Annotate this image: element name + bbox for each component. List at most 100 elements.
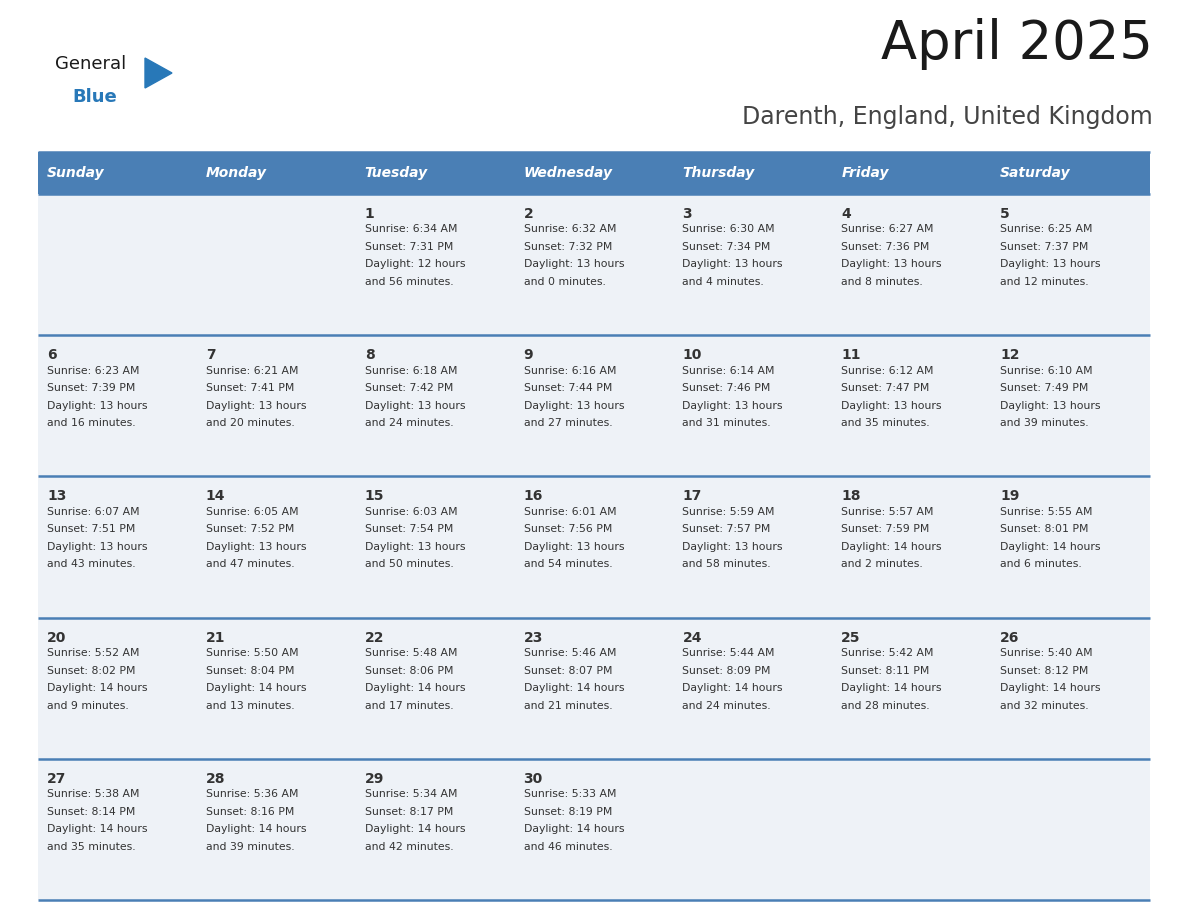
Bar xyxy=(38,476,197,618)
Bar xyxy=(674,194,833,335)
Text: Sunrise: 6:27 AM: Sunrise: 6:27 AM xyxy=(841,225,934,234)
Text: Sunrise: 5:48 AM: Sunrise: 5:48 AM xyxy=(365,648,457,658)
Text: and 8 minutes.: and 8 minutes. xyxy=(841,277,923,287)
Text: Sunrise: 6:16 AM: Sunrise: 6:16 AM xyxy=(524,365,617,375)
Text: 4: 4 xyxy=(841,207,851,221)
Text: Sunrise: 6:03 AM: Sunrise: 6:03 AM xyxy=(365,507,457,517)
Bar xyxy=(991,194,1150,335)
Text: 20: 20 xyxy=(48,631,67,644)
Text: Sunrise: 6:34 AM: Sunrise: 6:34 AM xyxy=(365,225,457,234)
Bar xyxy=(514,759,674,900)
Text: and 27 minutes.: and 27 minutes. xyxy=(524,419,612,428)
Text: and 35 minutes.: and 35 minutes. xyxy=(841,419,930,428)
Text: Sunrise: 6:05 AM: Sunrise: 6:05 AM xyxy=(206,507,298,517)
Text: 30: 30 xyxy=(524,772,543,786)
Text: 8: 8 xyxy=(365,348,374,363)
Text: Sunrise: 6:30 AM: Sunrise: 6:30 AM xyxy=(682,225,775,234)
Text: Sunrise: 5:33 AM: Sunrise: 5:33 AM xyxy=(524,789,617,800)
Text: Sunrise: 5:52 AM: Sunrise: 5:52 AM xyxy=(48,648,139,658)
Bar xyxy=(833,335,991,476)
Text: 22: 22 xyxy=(365,631,384,644)
Text: and 47 minutes.: and 47 minutes. xyxy=(206,559,295,569)
Text: and 50 minutes.: and 50 minutes. xyxy=(365,559,454,569)
Text: Sunset: 7:57 PM: Sunset: 7:57 PM xyxy=(682,524,771,534)
Bar xyxy=(991,476,1150,618)
Text: Daylight: 13 hours: Daylight: 13 hours xyxy=(682,260,783,270)
Bar xyxy=(355,152,514,194)
Text: and 31 minutes.: and 31 minutes. xyxy=(682,419,771,428)
Bar xyxy=(355,476,514,618)
Bar xyxy=(833,194,991,335)
Text: Sunrise: 6:10 AM: Sunrise: 6:10 AM xyxy=(1000,365,1093,375)
Text: 9: 9 xyxy=(524,348,533,363)
Bar xyxy=(514,618,674,759)
Text: Sunset: 8:17 PM: Sunset: 8:17 PM xyxy=(365,807,453,817)
Text: and 46 minutes.: and 46 minutes. xyxy=(524,842,612,852)
Bar xyxy=(38,194,197,335)
Text: 13: 13 xyxy=(48,489,67,503)
Text: Sunset: 7:47 PM: Sunset: 7:47 PM xyxy=(841,383,930,393)
Text: 29: 29 xyxy=(365,772,384,786)
Text: Sunset: 7:34 PM: Sunset: 7:34 PM xyxy=(682,242,771,252)
Text: Daylight: 14 hours: Daylight: 14 hours xyxy=(682,683,783,693)
Text: Sunrise: 6:23 AM: Sunrise: 6:23 AM xyxy=(48,365,139,375)
Text: 23: 23 xyxy=(524,631,543,644)
Text: 19: 19 xyxy=(1000,489,1019,503)
Text: 15: 15 xyxy=(365,489,384,503)
Text: Sunset: 7:37 PM: Sunset: 7:37 PM xyxy=(1000,242,1088,252)
Bar xyxy=(355,759,514,900)
Text: and 0 minutes.: and 0 minutes. xyxy=(524,277,606,287)
Bar xyxy=(991,152,1150,194)
Text: Sunrise: 6:21 AM: Sunrise: 6:21 AM xyxy=(206,365,298,375)
Text: Sunrise: 6:12 AM: Sunrise: 6:12 AM xyxy=(841,365,934,375)
Text: and 43 minutes.: and 43 minutes. xyxy=(48,559,135,569)
Text: Sunrise: 6:18 AM: Sunrise: 6:18 AM xyxy=(365,365,457,375)
Text: 18: 18 xyxy=(841,489,861,503)
Bar xyxy=(991,335,1150,476)
Text: 25: 25 xyxy=(841,631,861,644)
Text: Sunset: 7:51 PM: Sunset: 7:51 PM xyxy=(48,524,135,534)
Text: Daylight: 14 hours: Daylight: 14 hours xyxy=(365,683,466,693)
Text: Saturday: Saturday xyxy=(1000,166,1070,180)
Text: 27: 27 xyxy=(48,772,67,786)
Text: Daylight: 13 hours: Daylight: 13 hours xyxy=(1000,260,1100,270)
Text: Daylight: 14 hours: Daylight: 14 hours xyxy=(48,683,147,693)
Text: 14: 14 xyxy=(206,489,226,503)
Bar xyxy=(674,618,833,759)
Text: Sunrise: 6:14 AM: Sunrise: 6:14 AM xyxy=(682,365,775,375)
Text: Daylight: 14 hours: Daylight: 14 hours xyxy=(365,824,466,834)
Text: Daylight: 14 hours: Daylight: 14 hours xyxy=(841,683,942,693)
Bar xyxy=(514,476,674,618)
Text: Daylight: 14 hours: Daylight: 14 hours xyxy=(206,683,307,693)
Text: Daylight: 14 hours: Daylight: 14 hours xyxy=(524,824,624,834)
Text: Sunrise: 6:25 AM: Sunrise: 6:25 AM xyxy=(1000,225,1093,234)
Text: Sunrise: 5:46 AM: Sunrise: 5:46 AM xyxy=(524,648,617,658)
Text: 21: 21 xyxy=(206,631,226,644)
Text: Sunrise: 5:50 AM: Sunrise: 5:50 AM xyxy=(206,648,298,658)
Text: 16: 16 xyxy=(524,489,543,503)
Text: Daylight: 13 hours: Daylight: 13 hours xyxy=(524,400,624,410)
Text: Daylight: 14 hours: Daylight: 14 hours xyxy=(841,542,942,552)
Bar xyxy=(991,759,1150,900)
Text: and 24 minutes.: and 24 minutes. xyxy=(682,700,771,711)
Bar xyxy=(514,152,674,194)
Text: Sunset: 7:46 PM: Sunset: 7:46 PM xyxy=(682,383,771,393)
Bar xyxy=(833,618,991,759)
Text: Daylight: 13 hours: Daylight: 13 hours xyxy=(48,542,147,552)
Text: Daylight: 13 hours: Daylight: 13 hours xyxy=(524,260,624,270)
Text: 26: 26 xyxy=(1000,631,1019,644)
Text: Sunset: 7:59 PM: Sunset: 7:59 PM xyxy=(841,524,930,534)
Text: Sunset: 8:12 PM: Sunset: 8:12 PM xyxy=(1000,666,1088,676)
Text: 7: 7 xyxy=(206,348,215,363)
Text: 12: 12 xyxy=(1000,348,1019,363)
Bar xyxy=(38,152,197,194)
Text: Sunset: 8:01 PM: Sunset: 8:01 PM xyxy=(1000,524,1088,534)
Text: Daylight: 14 hours: Daylight: 14 hours xyxy=(1000,542,1100,552)
Bar xyxy=(674,476,833,618)
Text: and 39 minutes.: and 39 minutes. xyxy=(1000,419,1088,428)
Text: Sunset: 8:04 PM: Sunset: 8:04 PM xyxy=(206,666,295,676)
Text: Blue: Blue xyxy=(72,88,116,106)
Text: and 56 minutes.: and 56 minutes. xyxy=(365,277,454,287)
Text: April 2025: April 2025 xyxy=(881,18,1154,70)
Text: 28: 28 xyxy=(206,772,226,786)
